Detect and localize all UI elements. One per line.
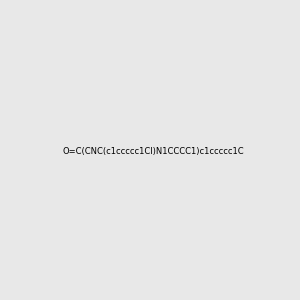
Text: O=C(CNC(c1ccccc1Cl)N1CCCC1)c1ccccc1C: O=C(CNC(c1ccccc1Cl)N1CCCC1)c1ccccc1C	[63, 147, 244, 156]
